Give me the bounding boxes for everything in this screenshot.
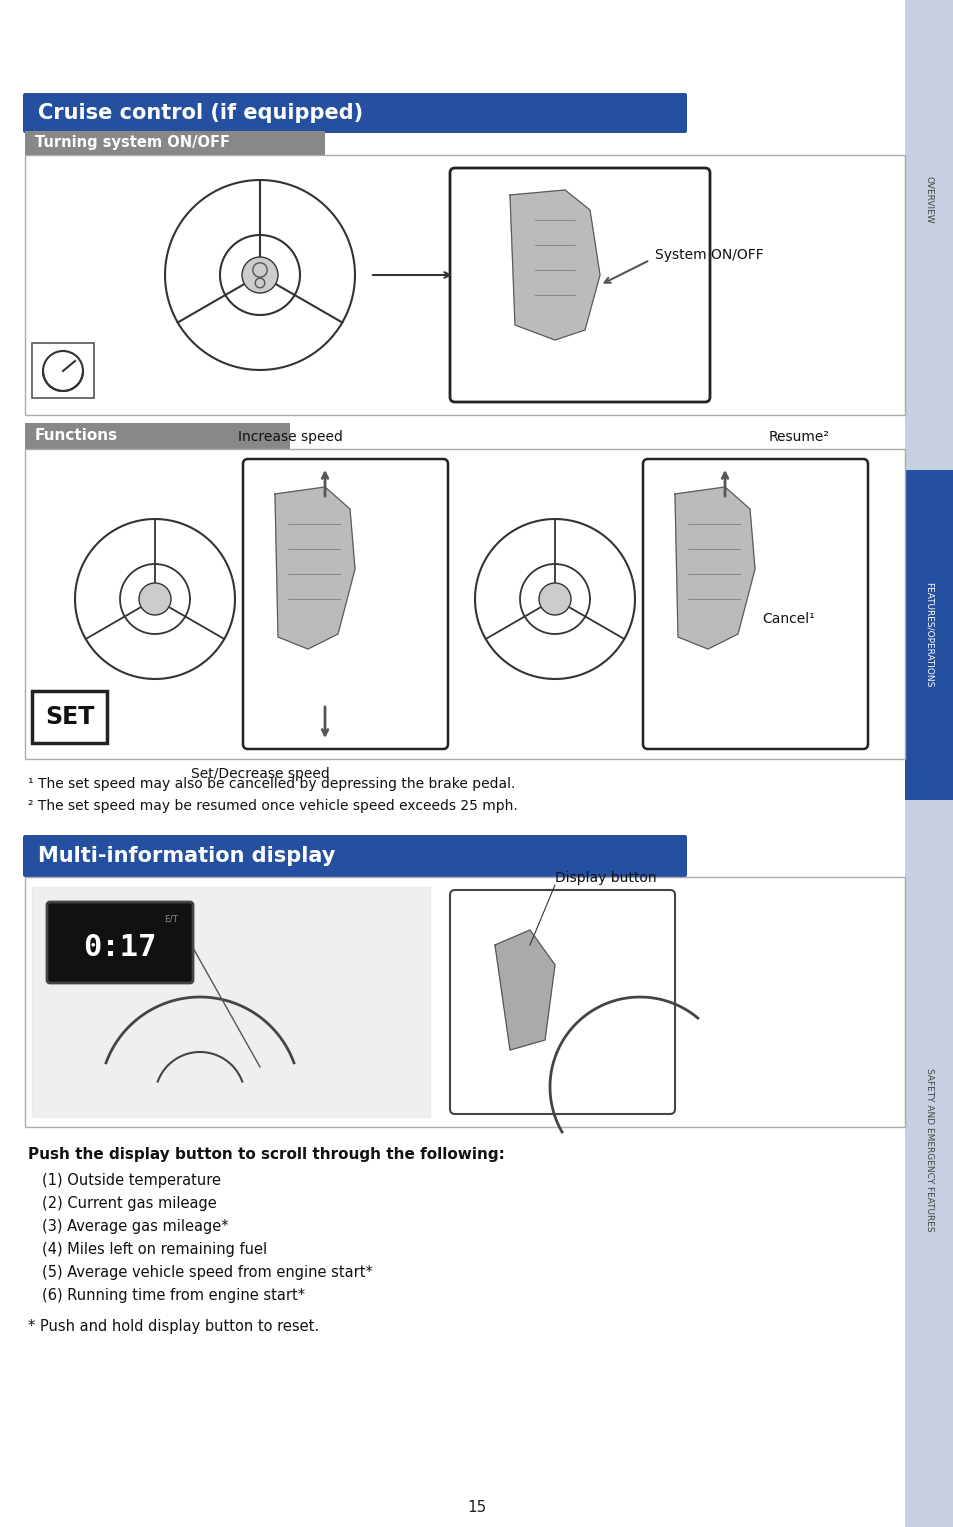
FancyBboxPatch shape [243,460,448,750]
Bar [25,156,904,415]
Text: (2) Current gas mileage: (2) Current gas mileage [42,1196,216,1211]
Text: (6) Running time from engine start*: (6) Running time from engine start* [42,1287,305,1303]
Bar [904,470,953,800]
Text: Push the display button to scroll through the following:: Push the display button to scroll throug… [28,1147,504,1162]
FancyBboxPatch shape [450,168,709,402]
Text: Display button: Display button [555,870,656,886]
Text: (4) Miles left on remaining fuel: (4) Miles left on remaining fuel [42,1241,267,1257]
Text: ¹ The set speed may also be cancelled by depressing the brake pedal.: ¹ The set speed may also be cancelled by… [28,777,515,791]
Circle shape [139,583,171,615]
Text: SAFETY AND EMERGENCY FEATURES: SAFETY AND EMERGENCY FEATURES [924,1069,933,1232]
Text: (3) Average gas mileage*: (3) Average gas mileage* [42,1219,229,1234]
Text: Cancel¹: Cancel¹ [761,612,814,626]
Bar [904,0,953,1527]
Text: E/T: E/T [164,915,178,924]
Text: Resume²: Resume² [768,431,829,444]
FancyBboxPatch shape [642,460,867,750]
Polygon shape [32,887,430,1116]
Text: Increase speed: Increase speed [237,431,342,444]
Polygon shape [675,487,754,649]
Text: (5) Average vehicle speed from engine start*: (5) Average vehicle speed from engine st… [42,1264,373,1280]
Bar [32,692,107,744]
FancyBboxPatch shape [23,93,686,133]
FancyBboxPatch shape [23,835,686,876]
Polygon shape [495,930,555,1051]
Text: ² The set speed may be resumed once vehicle speed exceeds 25 mph.: ² The set speed may be resumed once vehi… [28,799,517,812]
Bar [25,449,904,759]
Bar [25,423,290,449]
Bar [25,876,904,1127]
Bar [32,344,94,399]
Text: * Push and hold display button to reset.: * Push and hold display button to reset. [28,1319,319,1335]
Circle shape [242,257,277,293]
Text: System ON/OFF: System ON/OFF [655,247,763,263]
Text: Multi-information display: Multi-information display [38,846,335,866]
Bar [25,131,325,156]
Polygon shape [510,189,599,341]
FancyBboxPatch shape [450,890,675,1115]
Text: Cruise control (if equipped): Cruise control (if equipped) [38,102,363,124]
Text: Functions: Functions [35,429,118,443]
Text: SET: SET [45,705,94,728]
Text: Set/Decrease speed: Set/Decrease speed [191,767,329,780]
Text: Turning system ON/OFF: Turning system ON/OFF [35,136,230,151]
Text: 15: 15 [467,1500,486,1515]
Text: (1) Outside temperature: (1) Outside temperature [42,1173,221,1188]
Polygon shape [274,487,355,649]
Text: 0:17: 0:17 [83,933,156,962]
Text: OVERVIEW: OVERVIEW [924,176,933,224]
Text: FEATURES/OPERATIONS: FEATURES/OPERATIONS [924,582,933,687]
FancyBboxPatch shape [47,902,193,983]
Circle shape [538,583,571,615]
